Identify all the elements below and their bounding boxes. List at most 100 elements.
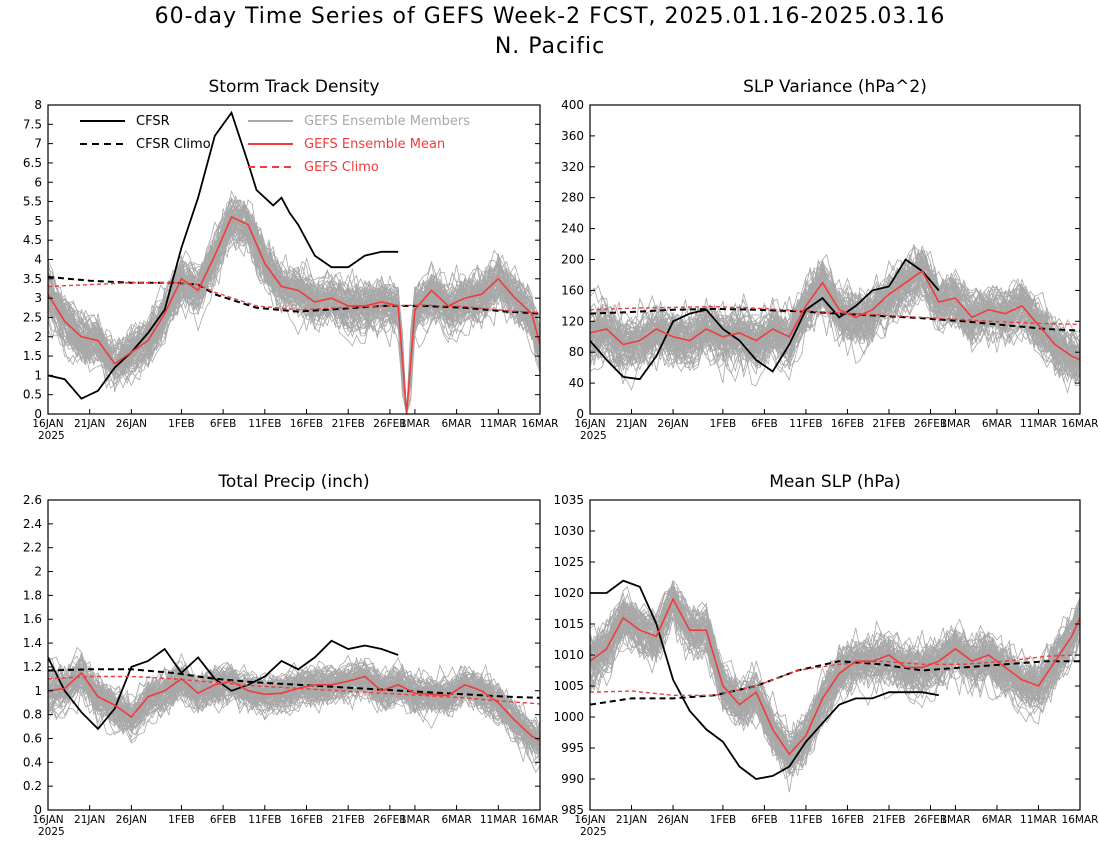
x-tick-label: 11MAR	[480, 418, 517, 430]
x-tick-label: 21FEB	[332, 814, 365, 826]
x-tick-label: 11FEB	[248, 814, 281, 826]
ensemble-member-line	[48, 218, 540, 414]
ensemble-member-line	[48, 216, 540, 414]
cfsr-climo-line	[590, 307, 1080, 332]
x-tick-label: 16JAN	[574, 814, 605, 826]
x-tick-label: 1FEB	[168, 814, 195, 826]
cfsr-line	[48, 110, 399, 400]
x-tick-label: 26JAN	[657, 418, 688, 430]
x-tick-label: 6MAR	[442, 814, 472, 826]
gefs-mean-line	[48, 215, 540, 414]
x-tick-label: 16JAN	[32, 418, 63, 430]
x-tick-label: 11MAR	[480, 814, 517, 826]
ensemble-member-line	[48, 659, 540, 752]
ensemble-member-line	[48, 210, 540, 414]
x-tick-label: 11FEB	[789, 814, 822, 826]
plot-frame	[589, 104, 1081, 415]
x-tick-label: 21JAN	[74, 814, 105, 826]
ensemble-member-line	[590, 258, 1080, 368]
panel-title: Storm Track Density	[208, 77, 379, 97]
y-tick-label: 1010	[553, 648, 584, 662]
y-tick-label: 0.2	[23, 779, 42, 793]
y-tick-label: 0.6	[23, 731, 42, 745]
x-tick-label: 26FEB	[914, 418, 947, 430]
ensemble-member-line	[48, 667, 540, 741]
gefs-climo-line	[48, 282, 540, 314]
x-tick-label: 6MAR	[442, 418, 472, 430]
x-tick-label: 21JAN	[74, 418, 105, 430]
x-tick-label: 26JAN	[116, 814, 147, 826]
panel-3: Mean SLP (hPa) 985 990 995 1000 1005 1010 1015 1…	[553, 472, 1098, 838]
x-tick-label: 6FEB	[210, 418, 237, 430]
x-tick-label: 11FEB	[789, 418, 822, 430]
y-tick-label: 2.4	[23, 517, 42, 531]
y-tick-label: 1.8	[23, 588, 42, 602]
ensemble-member-line	[48, 197, 540, 414]
y-tick-label: 2	[34, 565, 42, 579]
y-tick-label: 0.5	[23, 388, 42, 402]
x-tick-label: 16FEB	[290, 418, 323, 430]
y-tick-label: 1	[34, 684, 42, 698]
x-tick-label: 16JAN	[574, 418, 605, 430]
legend-label: GEFS Ensemble Members	[304, 114, 470, 129]
plot-frame	[47, 499, 541, 811]
x-tick-label: 1FEB	[710, 814, 737, 826]
y-tick-label: 2.5	[23, 310, 42, 324]
x-year-label: 2025	[580, 826, 607, 838]
y-tick-label: 1.5	[23, 349, 42, 363]
cfsr-line	[590, 258, 940, 381]
ensemble-member-line	[48, 668, 540, 767]
x-year-label: 2025	[38, 430, 65, 442]
ensemble-member-line	[590, 257, 1080, 364]
x-tick-label: 6FEB	[751, 814, 778, 826]
ensemble-member-line	[48, 230, 540, 414]
x-tick-label: 16JAN	[32, 814, 63, 826]
ensemble-member-line	[590, 605, 1080, 768]
gefs-climo-line	[590, 654, 1080, 696]
gefs-climo-line	[590, 305, 1080, 326]
ensemble-member-line	[590, 607, 1080, 735]
y-tick-label: 7	[34, 137, 42, 151]
y-tick-label: 990	[561, 772, 584, 786]
x-tick-label: 21JAN	[616, 814, 647, 826]
y-tick-label: 320	[561, 160, 584, 174]
x-tick-label: 11FEB	[248, 418, 281, 430]
x-tick-label: 1FEB	[168, 418, 195, 430]
gefs-mean-line	[48, 671, 540, 742]
y-tick-label: 2.6	[23, 493, 42, 507]
y-tick-label: 1	[34, 368, 42, 382]
y-tick-label: 1030	[553, 524, 584, 538]
plot-area	[590, 244, 1080, 395]
ensemble-member-line	[590, 278, 1080, 377]
y-tick-label: 1.6	[23, 612, 42, 626]
y-tick-label: 40	[569, 376, 584, 390]
y-tick-label: 160	[561, 283, 584, 297]
x-tick-label: 26FEB	[914, 814, 947, 826]
x-tick-label: 16MAR	[1062, 418, 1099, 430]
y-tick-label: 0.8	[23, 708, 42, 722]
panel-0: Storm Track Density 0 0.5 1 1.5 2 2.5 3 3.5 4 4.5 5…	[23, 77, 559, 442]
ensemble-member-line	[590, 252, 1080, 384]
y-tick-label: 1025	[553, 555, 584, 569]
y-tick-label: 80	[569, 345, 584, 359]
x-tick-label: 26JAN	[657, 814, 688, 826]
y-tick-label: 2.2	[23, 541, 42, 555]
y-tick-label: 3	[34, 291, 42, 305]
y-tick-label: 0	[34, 803, 42, 817]
y-tick-label: 5	[34, 214, 42, 228]
cfsr-line	[590, 579, 939, 780]
figure-title: 60-day Time Series of GEFS Week-2 FCST, …	[154, 4, 946, 29]
y-tick-label: 3.5	[23, 272, 42, 286]
x-tick-label: 16MAR	[522, 418, 559, 430]
y-tick-label: 5.5	[23, 195, 42, 209]
x-tick-label: 11MAR	[1020, 814, 1057, 826]
x-tick-label: 6FEB	[751, 418, 778, 430]
ensemble-member-line	[48, 652, 540, 763]
x-tick-label: 1FEB	[710, 418, 737, 430]
y-tick-label: 995	[561, 741, 584, 755]
y-tick-label: 360	[561, 129, 584, 143]
x-tick-label: 26FEB	[373, 418, 406, 430]
panel-title: SLP Variance (hPa^2)	[743, 77, 927, 97]
ensemble-member-line	[48, 665, 540, 739]
